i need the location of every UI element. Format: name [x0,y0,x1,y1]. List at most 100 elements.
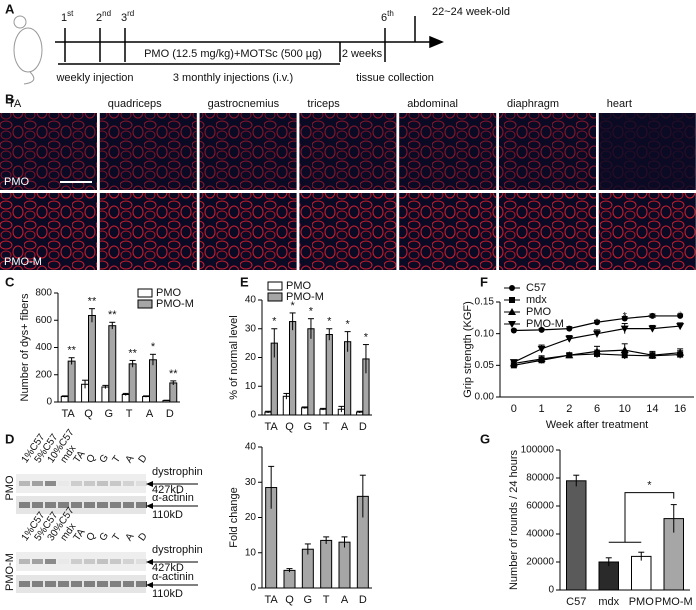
x-tick-label: C57 [566,596,586,608]
significance: * [290,300,295,312]
marker [620,346,629,354]
legend-label: PMO [286,280,312,292]
bar [101,386,110,403]
micrograph-fibers [299,113,397,190]
bar [338,541,351,589]
bar [307,328,315,416]
interval: 2 weeks [342,48,383,60]
significance: ** [648,312,657,324]
marker [508,321,516,328]
x-tick-label: PMO [629,596,655,608]
marker [594,319,600,326]
bar [169,382,178,403]
micrograph-fibers [598,113,696,190]
arrow-head [146,503,153,509]
bar [67,360,76,403]
band-label: α-actinin [152,492,194,504]
marker [565,335,574,343]
lane-label: D [137,453,150,465]
dose-suffix: th [387,9,394,18]
bar [301,407,309,416]
x-tick-label: 16 [674,403,686,415]
marker [537,345,546,353]
marker [566,325,573,332]
y-tick-label: 0.05 [475,360,495,371]
significance: * [309,306,314,318]
y-axis-label: Fold change [228,487,240,548]
panel-label: A [5,1,15,16]
marker [620,325,629,333]
muscle-label: TA [8,98,22,110]
significance: ** [88,296,97,308]
legend-swatch [137,299,153,309]
bracket [624,492,675,543]
band-label: 110kD [152,588,183,600]
dose-label: 6th [381,9,394,24]
row-label: PMO [4,176,30,188]
x-tick-label: TA [62,408,76,420]
y-tick-label: 600 [35,315,52,326]
muscle-label: heart [607,98,632,110]
marker [677,312,684,319]
y-tick-label: 40000 [526,529,554,540]
marker [621,315,628,322]
x-tick-label: T [323,421,330,433]
marker [565,351,574,359]
lane-label: G [98,452,112,465]
significance: * [595,317,600,329]
marker [538,326,545,333]
micrograph-fibers [199,193,297,270]
legend-swatch [267,292,283,302]
x-tick-label: T [323,594,330,606]
band-label: dystrophin [152,544,203,556]
y-tick-label: 60000 [526,501,554,512]
x-tick-label: TA [265,421,279,433]
marker [648,325,657,333]
panel-label: G [480,431,490,446]
blot-condition: PMO-M [4,553,16,591]
lane-label: A [124,453,137,465]
blot-strip [16,575,146,593]
x-tick-label: mdx [598,596,619,608]
x-tick-label: G [304,421,313,433]
legend-swatch [267,281,283,291]
bar [289,321,297,416]
x-tick-label: 0 [511,403,517,415]
bar [88,314,96,403]
micrograph-fibers [199,113,297,190]
legend-label: PMO-M [286,291,324,303]
x-axis-label: Week after treatment [546,419,649,431]
micrograph-fibers [499,113,596,190]
band-label: 110kD [152,509,183,521]
bar [121,394,130,403]
x-tick-label: PMO-M [655,596,693,608]
band-label: α-actinin [152,571,194,583]
legend-label: mdx [526,294,547,306]
y-tick-label: 800 [35,288,52,299]
significance: ** [128,347,137,359]
arrow-head [146,559,153,565]
x-tick-label: 6 [594,403,600,415]
y-axis-label: Grip strength (KGF) [462,301,474,398]
dose-suffix: nd [102,9,111,18]
y-tick-label: 40 [245,442,257,453]
dose-label: 2nd [96,9,111,24]
significance: * [647,480,652,492]
y-tick-label: 30 [245,323,257,334]
bar [149,359,157,403]
arrow-head [146,582,153,588]
legend-label: C57 [526,282,546,294]
marker [676,348,685,356]
bar [128,363,137,403]
blot-strip [16,552,146,571]
x-tick-label: 14 [646,403,658,415]
y-tick-label: 100000 [521,445,555,456]
micrograph-fibers [99,113,197,190]
x-tick-label: D [359,421,367,433]
significance: * [151,341,156,353]
y-tick-label: 20 [245,352,257,363]
bar [631,555,652,591]
y-axis-label: % of normal level [228,315,240,399]
micrograph-fibers [399,113,497,190]
blot-condition: PMO [4,475,16,501]
